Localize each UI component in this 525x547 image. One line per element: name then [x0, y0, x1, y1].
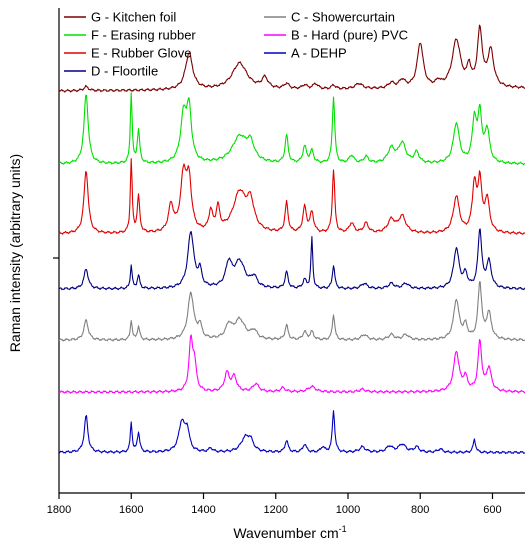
x-tick-label: 1000 — [336, 504, 360, 516]
x-tick-label: 1600 — [119, 504, 143, 516]
legend-label: B - Hard (pure) PVC — [291, 28, 408, 43]
series-lines — [58, 24, 525, 455]
plot-area — [53, 8, 525, 494]
x-tick-label: 1200 — [264, 504, 288, 516]
series-line-g — [58, 24, 525, 93]
legend-label: A - DEHP — [291, 46, 347, 61]
x-tick-label: 1400 — [191, 504, 215, 516]
x-axis-label: Wavenumber cm-1 — [233, 524, 346, 541]
legend-label: D - Floortile — [91, 64, 158, 79]
series-line-a — [59, 410, 525, 455]
legend-label: E - Rubber Glove — [91, 46, 191, 61]
legend-label: F - Erasing rubber — [91, 28, 196, 43]
legend-label: C - Showercurtain — [291, 10, 395, 25]
series-line-d — [58, 228, 525, 291]
x-tick-label: 600 — [483, 504, 501, 516]
series-line-e — [58, 158, 525, 235]
series-line-c — [58, 281, 525, 342]
x-tick-label: 1800 — [47, 504, 71, 516]
x-tick-label: 800 — [411, 504, 429, 516]
legend-label: G - Kitchen foil — [91, 10, 176, 25]
series-line-b — [58, 334, 525, 394]
x-axis-ticks: 1800 1600 1400 1200 1000 800 600 — [47, 493, 502, 516]
series-line-f — [58, 92, 525, 166]
y-axis-label: Raman intensity (arbitrary units) — [7, 154, 23, 352]
legend: G - Kitchen foil F - Erasing rubber E - Ru… — [64, 10, 408, 79]
x-axis-label-superscript: -1 — [339, 524, 347, 534]
